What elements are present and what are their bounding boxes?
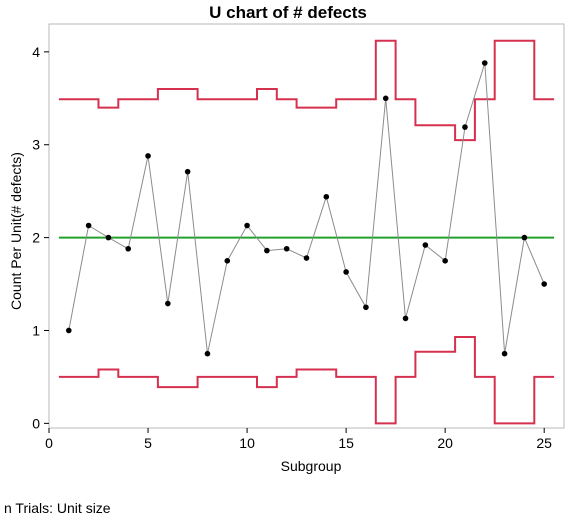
- data-point: [85, 222, 92, 229]
- x-axis: 0 5 10 15 20 25: [45, 428, 552, 451]
- data-point: [363, 304, 369, 311]
- data-point: [165, 300, 171, 307]
- data-point: [462, 124, 468, 130]
- data-point: [184, 168, 191, 175]
- y-axis: 0 1 2 3 4: [32, 44, 49, 431]
- y-axis-label: Count Per Unit(# defects): [8, 152, 24, 310]
- x-tick-label: 0: [45, 435, 53, 451]
- data-point: [125, 245, 132, 252]
- lower-control-limit: [58, 336, 555, 425]
- y-tick-label: 0: [32, 415, 40, 431]
- data-point: [244, 222, 250, 229]
- y-tick-label: 4: [32, 44, 40, 60]
- x-tick-label: 20: [437, 435, 453, 451]
- data-point: [501, 350, 508, 357]
- x-tick-label: 25: [536, 435, 552, 451]
- data-point: [521, 234, 528, 241]
- data-point: [343, 269, 349, 275]
- footnote: n Trials: Unit size: [4, 500, 111, 516]
- x-tick-label: 10: [239, 435, 255, 451]
- data-point: [283, 245, 290, 252]
- data-point: [382, 95, 389, 102]
- y-tick-label: 1: [32, 322, 40, 338]
- plot-frame: [48, 23, 565, 429]
- u-chart: U chart of # defects 0 5 10 15 20 25 0 1 2 3 4 Su…: [8, 3, 565, 474]
- y-tick-label: 2: [32, 230, 40, 246]
- control-limits: [58, 39, 555, 425]
- data-point: [105, 234, 112, 241]
- data-point: [402, 315, 409, 322]
- data-point: [323, 193, 330, 200]
- y-tick-label: 3: [32, 137, 40, 153]
- data-point: [66, 327, 72, 334]
- data-point: [541, 281, 547, 287]
- data-point: [481, 60, 488, 66]
- upper-control-limit: [58, 39, 555, 142]
- data-point: [422, 242, 429, 248]
- data-point: [224, 258, 231, 264]
- data-point: [145, 153, 151, 159]
- data-point: [303, 255, 310, 261]
- x-axis-label: Subgroup: [281, 458, 342, 474]
- chart-title: U chart of # defects: [209, 3, 367, 22]
- data-point: [264, 247, 270, 254]
- data-point: [442, 258, 448, 264]
- x-tick-label: 5: [144, 435, 152, 451]
- data-point: [204, 350, 211, 357]
- x-tick-label: 15: [338, 435, 354, 451]
- data-series: [66, 60, 547, 357]
